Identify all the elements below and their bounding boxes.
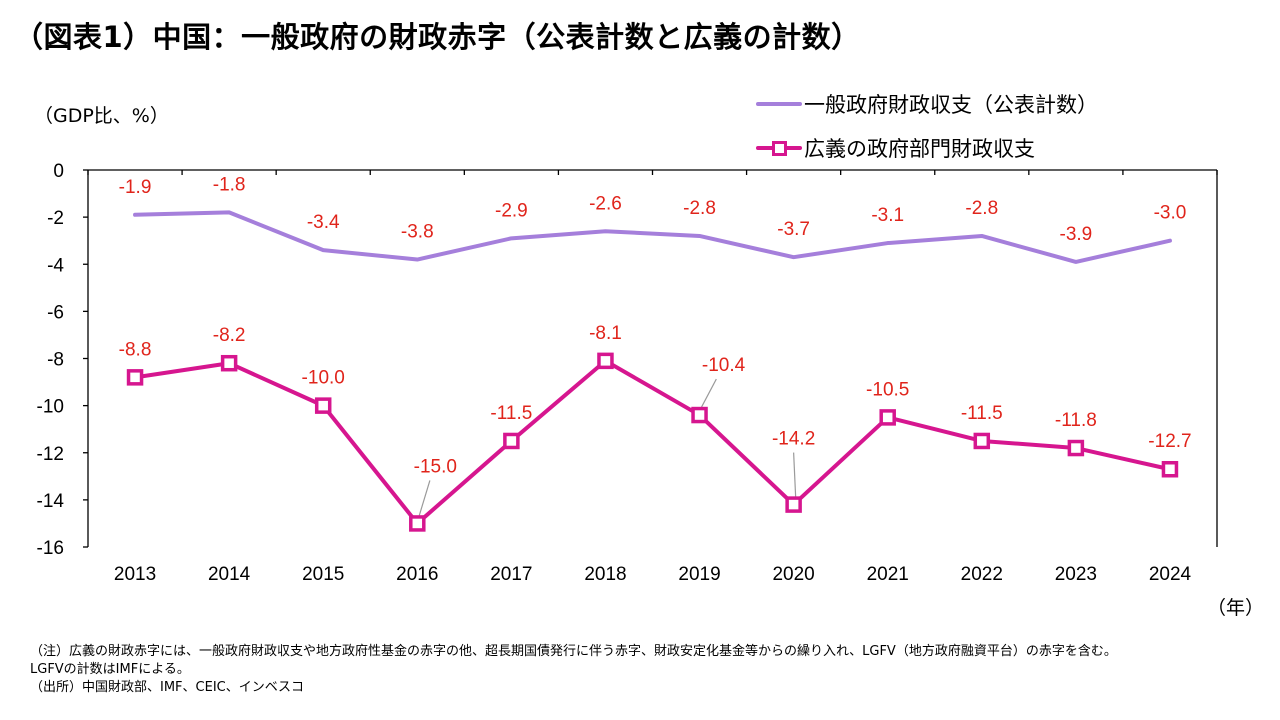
y-tick-label: -4 [47, 255, 64, 276]
data-label-official: -3.8 [401, 222, 434, 243]
marker-broad [220, 354, 238, 372]
footnote-lgfv: LGFVの計数はIMFによる。 [30, 662, 190, 677]
marker-broad [1161, 460, 1179, 478]
data-labels: -1.9 -1.8 -3.4 -3.8 -2.9 -2.6 -2.8 -3.7 -3.1 -2.8… [119, 174, 1192, 477]
x-tick-label: 2019 [678, 564, 720, 585]
x-tick-label: 2014 [208, 564, 251, 585]
data-label-official: -3.0 [1154, 203, 1187, 224]
x-tick-label: 2024 [1149, 564, 1192, 585]
x-tick-label: 2020 [772, 564, 814, 585]
data-label-broad: -8.2 [213, 325, 246, 346]
data-label-broad: -10.5 [866, 379, 909, 400]
y-tick-label: -6 [47, 302, 64, 323]
marker-broad [785, 496, 802, 513]
legend-item-official: 一般政府財政収支（公表計数） [756, 82, 1098, 126]
chart-title: （図表1）中国：一般政府の財政赤字（公表計数と広義の計数） [14, 20, 861, 54]
data-label-broad: -15.0 [414, 456, 457, 477]
legend-item-broad: 広義の政府部門財政収支 [756, 126, 1098, 170]
data-label-official: -3.7 [777, 219, 810, 240]
y-tick-label: -2 [47, 208, 64, 229]
marker-broad [314, 397, 332, 414]
data-label-official: -1.8 [213, 174, 246, 195]
legend-swatch-broad [756, 138, 802, 158]
legend: 一般政府財政収支（公表計数） 広義の政府部門財政収支 [756, 82, 1098, 170]
y-tick-label: -16 [37, 538, 64, 559]
marker-broad [879, 409, 896, 426]
footnotes: （注）広義の財政赤字には、一般政府財政収支や地方政府性基金の赤字の他、超長期国債… [30, 643, 1117, 697]
x-tick-label: 2021 [867, 564, 909, 585]
marker-broad [126, 369, 144, 386]
footnote-note: （注）広義の財政赤字には、一般政府財政収支や地方政府性基金の赤字の他、超長期国債… [30, 644, 1117, 659]
legend-square-marker-icon [772, 141, 787, 156]
y-tick-label: -8 [47, 350, 64, 371]
data-label-official: -2.9 [495, 200, 528, 221]
x-tick-label: 2022 [961, 564, 1003, 585]
x-tick-label: 2017 [490, 564, 532, 585]
data-label-official: -2.8 [683, 198, 716, 219]
marker-broad [597, 352, 614, 370]
axes: 0 -2 -4 -6 -8 -10 -12 -14 -16 2013 2014 2015 2016 201… [37, 161, 1218, 585]
data-label-broad: -8.8 [119, 339, 152, 360]
marker-broad [503, 432, 520, 450]
leader-line [418, 480, 431, 516]
x-axis-unit-label: （年） [1207, 597, 1265, 619]
x-tick-label: 2018 [584, 564, 626, 585]
y-axis-unit-label: （GDP比、%） [34, 105, 169, 127]
data-label-broad: -12.7 [1148, 431, 1191, 452]
data-label-broad: -8.1 [589, 323, 622, 344]
y-tick-label: 0 [53, 161, 64, 182]
marker-broad [409, 515, 426, 532]
data-label-broad: -11.5 [490, 403, 532, 424]
data-label-broad: -10.4 [702, 355, 746, 376]
marker-broad [1067, 439, 1085, 457]
series [126, 210, 1179, 532]
data-label-broad: -11.5 [961, 403, 1003, 424]
y-tick-label: -10 [37, 397, 64, 418]
data-label-broad: -10.0 [302, 368, 345, 389]
legend-swatch-official [756, 94, 802, 114]
y-tick-label: -12 [37, 444, 64, 465]
data-label-broad: -14.2 [772, 429, 815, 450]
label-leader-lines [418, 378, 797, 516]
leader-line [793, 452, 797, 497]
x-tick-label: 2013 [114, 564, 156, 585]
data-label-official: -2.6 [589, 193, 622, 214]
data-label-official: -2.8 [965, 198, 998, 219]
legend-label-official: 一般政府財政収支（公表計数） [804, 93, 1098, 117]
y-tick-label: -14 [37, 491, 65, 512]
data-label-official: -3.1 [871, 205, 904, 226]
series-line-official [133, 210, 1172, 264]
data-label-official: -1.9 [119, 177, 152, 198]
x-tick-label: 2016 [396, 564, 438, 585]
leader-line [701, 378, 717, 408]
x-tick-label: 2023 [1055, 564, 1097, 585]
x-tick-label: 2015 [302, 564, 344, 585]
data-label-official: -3.9 [1060, 224, 1093, 245]
marker-broad [973, 432, 991, 450]
series-line-broad [133, 358, 1172, 526]
footnote-source: （出所）中国財政部、IMF、CEIC、インベスコ [30, 680, 304, 695]
legend-label-broad: 広義の政府部門財政収支 [804, 137, 1035, 161]
data-label-broad: -11.8 [1055, 410, 1097, 431]
marker-broad [691, 406, 708, 424]
data-label-official: -3.4 [307, 212, 340, 233]
